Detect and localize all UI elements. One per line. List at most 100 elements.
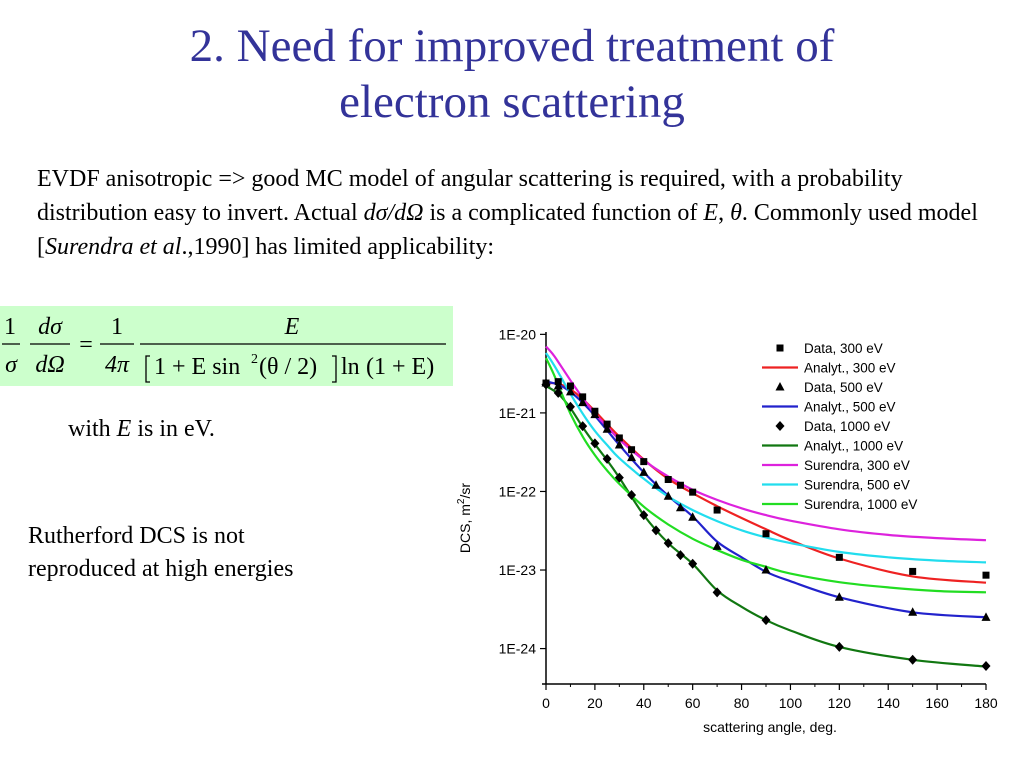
data-point-triangle [553, 381, 563, 390]
data-point-square [982, 571, 990, 579]
x-tick-label: 80 [734, 695, 750, 711]
legend-label: Surendra, 500 eV [804, 478, 910, 493]
data-point-square [664, 476, 672, 484]
formula-rhs-num-2: E [284, 314, 300, 340]
data-point-square [640, 458, 648, 466]
data-point-triangle [651, 480, 661, 489]
data-point-square [909, 567, 917, 575]
data-point-diamond [590, 438, 600, 449]
data-point-square [566, 382, 574, 390]
data-point-triangle [578, 397, 588, 407]
legend-label: Analyt., 1000 eV [804, 439, 903, 454]
intro-energy-symbol: E [703, 200, 719, 226]
data-point-diamond [712, 587, 722, 598]
data-point-triangle [565, 386, 575, 396]
formula-den-part-3: ln [341, 354, 360, 380]
data-point-triangle [712, 541, 722, 550]
rutherford-line-2: reproduced at high energies [28, 556, 294, 582]
data-point-square [689, 488, 697, 496]
intro-text-1: EVDF anisotropic => good MC model of ang… [37, 166, 903, 226]
y-tick-label: 1E-23 [499, 562, 537, 578]
surendra-formula: 1 σ dσ dΩ = 1 4π E 1 + E sin 2 (θ / 2) l… [0, 306, 453, 386]
dcs-chart: 0 20 40 60 80 100 120 140 160 180 1E-20 1E-21 1E-22 1… [450, 318, 1010, 748]
data-point-triangle [981, 612, 991, 621]
data-point-diamond [834, 641, 844, 652]
y-axis-label: DCS, m2/sr [456, 483, 473, 553]
series-line [545, 381, 987, 584]
legend-diamond-marker [775, 421, 785, 431]
x-tick-label: 40 [636, 695, 652, 711]
formula-svg: 1 σ dσ dΩ = 1 4π E 1 + E sin 2 (θ / 2) l… [2, 314, 446, 383]
data-point-triangle [639, 467, 649, 476]
data-point-diamond [565, 401, 575, 412]
formula-equals: = [79, 332, 93, 358]
y-axis-label-sup: 2 [456, 498, 467, 504]
intro-text-4: . Commonly used model [ [37, 200, 978, 260]
formula-right-bracket [332, 355, 337, 383]
data-point-square [835, 553, 843, 561]
with-e-text-2: is in eV. [131, 416, 215, 442]
data-point-diamond [553, 387, 563, 398]
data-point-triangle [663, 491, 673, 500]
data-point-diamond [651, 525, 661, 536]
formula-lhs-den-2: dΩ [35, 352, 64, 378]
data-point-triangle [688, 512, 698, 521]
formula-den-part-4: (1 + E) [366, 354, 434, 380]
slide-title-line-2: electron scattering [339, 76, 685, 128]
intro-theta-symbol: θ [730, 200, 742, 226]
data-point-square [713, 506, 721, 514]
x-tick-label: 160 [925, 695, 949, 711]
formula-lhs-den-1: σ [5, 352, 18, 378]
x-tick-label: 140 [877, 695, 901, 711]
data-point-square [628, 446, 636, 454]
rutherford-note: Rutherford DCS is not reproduced at high… [28, 520, 358, 586]
y-tick-label: 1E-20 [499, 326, 537, 342]
series-line [545, 345, 987, 542]
formula-den-sup: 2 [251, 352, 258, 367]
intro-text-3: , [718, 200, 731, 226]
data-point-diamond [908, 654, 918, 665]
legend-label: Surendra, 300 eV [804, 458, 910, 473]
intro-citation-authors: Surendra et al [45, 234, 182, 260]
legend-label: Data, 500 eV [804, 380, 883, 395]
legend-square-marker [776, 344, 784, 352]
intro-dcs-symbol: dσ/dΩ [363, 200, 424, 226]
data-point-square [676, 481, 684, 489]
legend-label: Analyt., 300 eV [804, 361, 896, 376]
data-point-triangle [761, 565, 771, 574]
data-point-triangle [627, 452, 637, 462]
data-point-diamond [663, 538, 673, 549]
series-line [545, 357, 987, 594]
dcs-chart-svg: 0 20 40 60 80 100 120 140 160 180 1E-20 1E-21 1E-22 1… [456, 326, 998, 735]
data-point-square [603, 420, 611, 428]
formula-den-part-1: 1 + E sin [154, 354, 240, 380]
data-point-diamond [688, 558, 698, 569]
x-tick-label: 120 [828, 695, 852, 711]
data-point-diamond [981, 661, 991, 672]
data-point-diamond [761, 615, 771, 626]
x-axis-label: scattering angle, deg. [703, 719, 837, 735]
legend-label: Data, 300 eV [804, 341, 883, 356]
data-point-diamond [578, 421, 588, 432]
intro-text-2: is a complicated function of [423, 200, 704, 226]
with-e-symbol: E [116, 416, 132, 442]
rutherford-line-1: Rutherford DCS is not [28, 523, 245, 549]
intro-paragraph: EVDF anisotropic => good MC model of ang… [37, 162, 997, 264]
data-point-diamond [541, 379, 551, 390]
x-tick-label: 180 [974, 695, 998, 711]
data-point-diamond [627, 490, 637, 501]
y-tick-label: 1E-21 [499, 405, 537, 421]
data-point-square [762, 530, 770, 538]
y-tick-label: 1E-22 [499, 483, 537, 499]
y-axis-label-tail: /sr [457, 483, 473, 499]
data-point-triangle [590, 409, 600, 419]
x-tick-label: 100 [779, 695, 803, 711]
data-point-triangle [614, 440, 624, 449]
series-line [545, 380, 987, 619]
slide-title: 2. Need for improved treatment of electr… [0, 18, 1024, 130]
data-point-triangle [602, 424, 612, 433]
formula-rhs-den-1: 4π [105, 352, 130, 378]
x-tick-label: 0 [542, 695, 550, 711]
x-tick-label: 20 [587, 695, 603, 711]
legend-label: Analyt., 500 eV [804, 400, 896, 415]
